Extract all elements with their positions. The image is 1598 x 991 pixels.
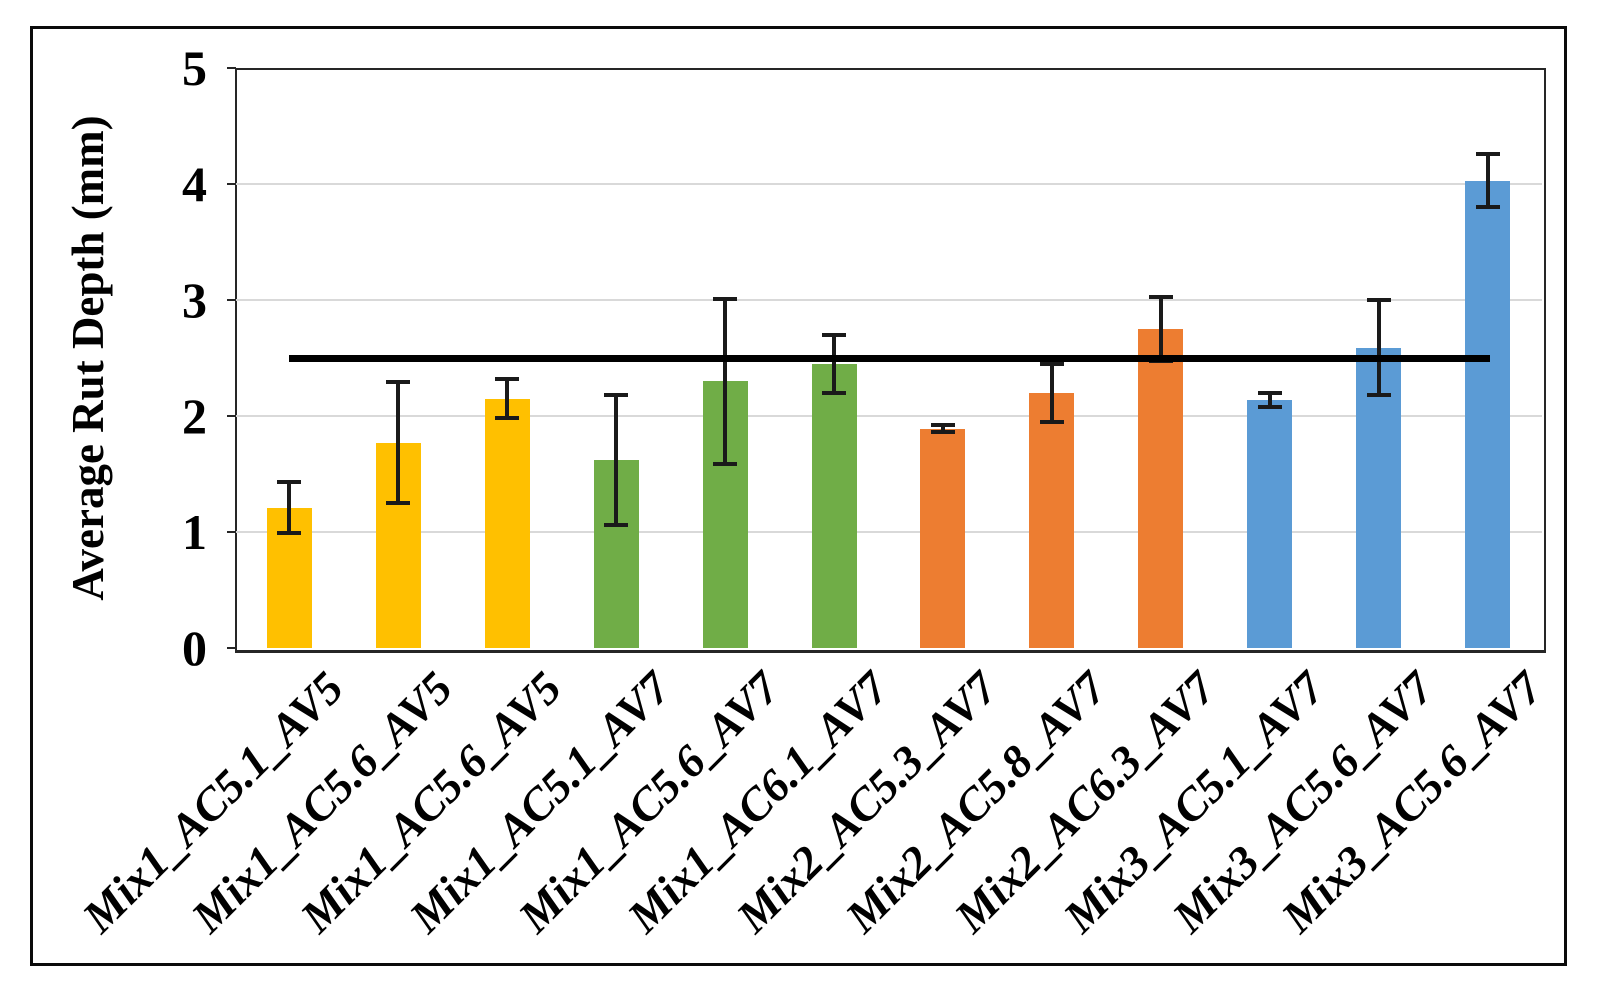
y-tick-mark xyxy=(227,415,236,417)
y-tick-mark xyxy=(227,299,236,301)
error-bar xyxy=(1267,392,1272,407)
gridline xyxy=(235,415,1542,417)
error-bar-cap-top xyxy=(495,376,520,381)
y-tick-mark xyxy=(227,67,236,69)
gridline xyxy=(235,299,1542,301)
reference-line xyxy=(289,354,1490,362)
y-tick-label: 4 xyxy=(182,156,207,212)
error-bar xyxy=(1376,300,1381,396)
error-bar-cap-bottom xyxy=(604,523,629,528)
error-bar-cap-bottom xyxy=(1257,404,1282,409)
error-bar-cap-bottom xyxy=(1475,205,1500,210)
y-tick-mark xyxy=(227,183,236,185)
y-tick-label: 5 xyxy=(182,40,207,96)
error-bar xyxy=(940,425,945,433)
error-bar-cap-bottom xyxy=(495,416,520,421)
y-tick-mark xyxy=(227,647,236,649)
error-bar xyxy=(832,334,837,393)
bar xyxy=(920,428,966,648)
error-bar-cap-bottom xyxy=(822,390,847,395)
y-tick-label: 0 xyxy=(182,620,207,676)
error-bar-cap-bottom xyxy=(277,531,302,536)
error-bar-cap-bottom xyxy=(1366,393,1391,398)
error-bar-cap-top xyxy=(1366,298,1391,302)
error-bar-cap-top xyxy=(386,380,411,385)
error-bar-cap-top xyxy=(604,393,629,398)
gridline xyxy=(235,183,1542,185)
error-bar-cap-bottom xyxy=(1039,419,1064,424)
error-bar xyxy=(1485,153,1490,208)
bar xyxy=(1247,399,1293,648)
error-bar-cap-top xyxy=(930,423,955,428)
bar xyxy=(1356,347,1402,648)
error-bar-cap-top xyxy=(822,332,847,337)
error-bar xyxy=(1049,363,1054,422)
bar xyxy=(484,398,530,648)
error-bar-cap-bottom xyxy=(930,430,955,435)
error-bar-cap-bottom xyxy=(386,501,411,505)
error-bar xyxy=(287,482,292,534)
bar xyxy=(811,363,857,648)
error-bar-cap-top xyxy=(277,480,302,485)
y-axis-title: Average Rut Depth (mm) xyxy=(63,115,113,601)
error-bar-cap-top xyxy=(713,296,738,301)
y-tick-mark xyxy=(227,531,236,533)
bar xyxy=(1029,392,1075,648)
error-bar xyxy=(614,395,619,526)
error-bar-cap-top xyxy=(1148,294,1173,299)
error-bar-cap-bottom xyxy=(713,461,738,466)
bar xyxy=(1465,180,1511,648)
y-tick-label: 1 xyxy=(182,504,207,560)
bar xyxy=(1138,329,1184,648)
error-bar xyxy=(396,382,401,503)
error-bar xyxy=(505,378,510,419)
gridline xyxy=(235,531,1542,533)
error-bar xyxy=(723,298,728,464)
y-tick-label: 2 xyxy=(182,388,207,444)
error-bar-cap-top xyxy=(1039,361,1064,366)
y-tick-label: 3 xyxy=(182,272,207,328)
error-bar-cap-top xyxy=(1257,390,1282,395)
error-bar xyxy=(1158,296,1163,362)
figure-border xyxy=(30,26,1567,966)
error-bar-cap-top xyxy=(1475,151,1500,156)
